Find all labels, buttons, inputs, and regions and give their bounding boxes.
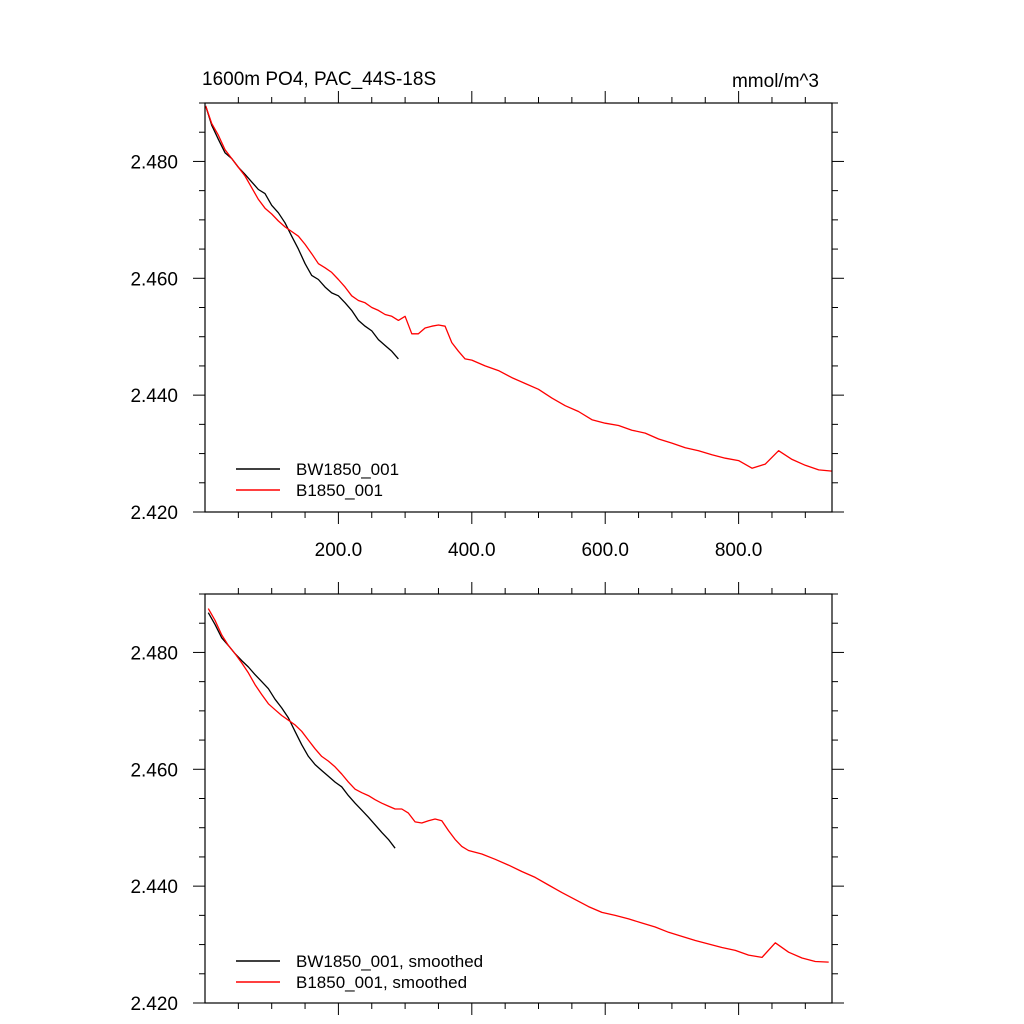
bottom-panel: 2.420 2.440 2.460 2.480 BW1850_001, smoothe…: [130, 582, 844, 1015]
y-tick-label: 2.420: [130, 503, 178, 524]
series-line-red: [205, 105, 833, 472]
top-panel-frame: [204, 102, 833, 513]
top-panel-legend: BW1850_001 B1850_001: [236, 460, 399, 500]
x-tick-label: 800.0: [715, 540, 763, 561]
top-panel-ticks: 200.0 400.0 600.0 800.0 2.420 2.440 2.460 2.480: [130, 91, 844, 561]
y-tick-label: 2.420: [130, 994, 178, 1015]
bottom-panel-frame: [204, 593, 833, 1004]
x-tick-label: 400.0: [448, 540, 496, 561]
y-tick-label: 2.460: [130, 269, 178, 290]
bottom-panel-legend: BW1850_001, smoothed B1850_001, smoothed: [236, 952, 483, 992]
series-line-red: [207, 608, 829, 963]
x-tick-label: 600.0: [581, 540, 629, 561]
y-tick-label: 2.460: [130, 760, 178, 781]
legend-label: BW1850_001: [296, 460, 399, 479]
y-tick-label: 2.440: [130, 877, 178, 898]
y-tick-label: 2.440: [130, 386, 178, 407]
chart-title: 1600m PO4, PAC_44S-18S: [202, 69, 436, 90]
series-line-black: [207, 612, 396, 849]
legend-label: B1850_001, smoothed: [296, 973, 467, 992]
bottom-panel-series: [207, 608, 829, 963]
bottom-panel-ticks: 2.420 2.440 2.460 2.480: [130, 582, 844, 1015]
y-tick-label: 2.480: [130, 152, 178, 173]
y-tick-label: 2.480: [130, 643, 178, 664]
series-line-black: [205, 105, 399, 360]
x-tick-label: 200.0: [315, 540, 363, 561]
units-label: mmol/m^3: [732, 71, 819, 92]
legend-label: BW1850_001, smoothed: [296, 952, 483, 971]
top-panel-series: [205, 105, 833, 472]
top-panel: 1600m PO4, PAC_44S-18S mmol/m^3 200.0 400…: [130, 69, 844, 561]
legend-label: B1850_001: [296, 481, 383, 500]
